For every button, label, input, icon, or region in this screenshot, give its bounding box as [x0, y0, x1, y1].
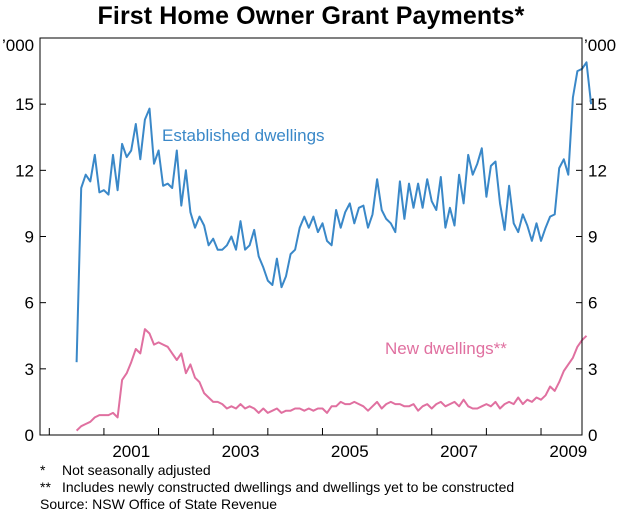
y-tick-label-right: 12 [588, 161, 607, 180]
footnote-1-text: Not seasonally adjusted [62, 462, 211, 478]
chart-title: First Home Owner Grant Payments* [97, 2, 525, 30]
y-tick-label-right: 3 [588, 360, 597, 379]
axis-ticks [40, 103, 582, 436]
footnote-1-mark: * [40, 462, 46, 478]
y-tick-label-left: 0 [25, 426, 34, 445]
series-line-new [75, 328, 588, 432]
x-tick-label: 2003 [222, 442, 260, 461]
footnote-1: * Not seasonally adjusted [40, 462, 514, 479]
y-tick-label-left: 9 [25, 228, 34, 247]
footnote-2: ** Includes newly constructed dwellings a… [40, 479, 514, 496]
x-tick-label: 2005 [331, 442, 369, 461]
series-label-new: New dwellings** [385, 339, 507, 358]
y-tick-label-left: 3 [25, 360, 34, 379]
axis-labels: 0 0 3 3 6 6 9 9 12 12 15 15 2001 2003 2005 2007 2009 [15, 95, 607, 461]
y-axis-units-left: ’000 [2, 36, 34, 55]
y-tick-label-right: 9 [588, 228, 597, 247]
y-tick-label-left: 12 [15, 161, 34, 180]
source-note: Source: NSW Office of State Revenue [40, 496, 278, 512]
y-tick-label-right: 6 [588, 294, 597, 313]
x-tick-label: 2001 [112, 442, 150, 461]
x-tick-label: 2009 [549, 442, 587, 461]
series-line-established [75, 61, 593, 363]
y-tick-label-right: 0 [588, 426, 597, 445]
y-tick-label-right: 15 [588, 95, 607, 114]
series-label-established: Established dwellings [162, 126, 325, 145]
y-tick-label-left: 15 [15, 95, 34, 114]
chart-notes: * Not seasonally adjusted ** Includes newl… [40, 462, 514, 513]
footnote-2-text: Includes newly constructed dwellings and… [62, 479, 515, 495]
y-axis-units-right: ’000 [584, 36, 616, 55]
series-lines [75, 61, 593, 432]
x-tick-label: 2007 [440, 442, 478, 461]
plot-frame [39, 37, 583, 436]
y-tick-label-left: 6 [25, 294, 34, 313]
footnote-2-mark: ** [40, 479, 51, 495]
